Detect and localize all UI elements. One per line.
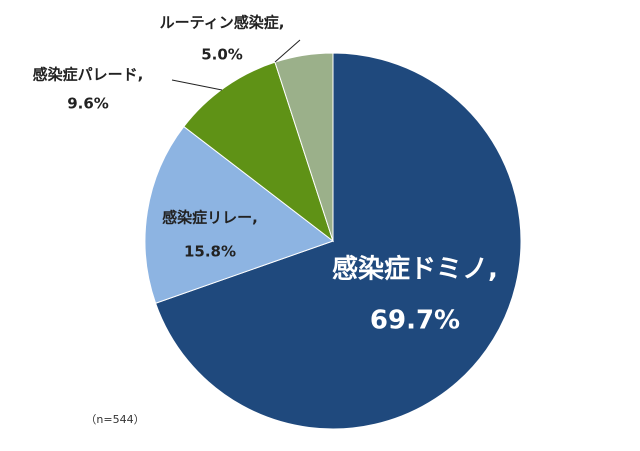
slice-label: 感染症ドミノ, [332, 254, 498, 285]
slice-label: 感染症リレー, [162, 209, 258, 227]
value-label: 15.8% [184, 243, 236, 261]
value-label: 69.7% [370, 306, 460, 336]
slice-label: ルーティン感染症, [160, 14, 285, 32]
sample-note: （n=544） [85, 413, 144, 426]
pie-slice [154, 52, 522, 430]
value-label: 5.0% [201, 46, 243, 64]
pie-slice [144, 125, 335, 304]
pie-slice [274, 52, 334, 242]
leader-line [171, 79, 223, 91]
leader-line [274, 39, 301, 63]
pie-slice [183, 61, 334, 243]
slice-label: 感染症パレード, [33, 66, 144, 84]
value-label: 9.6% [67, 95, 109, 113]
